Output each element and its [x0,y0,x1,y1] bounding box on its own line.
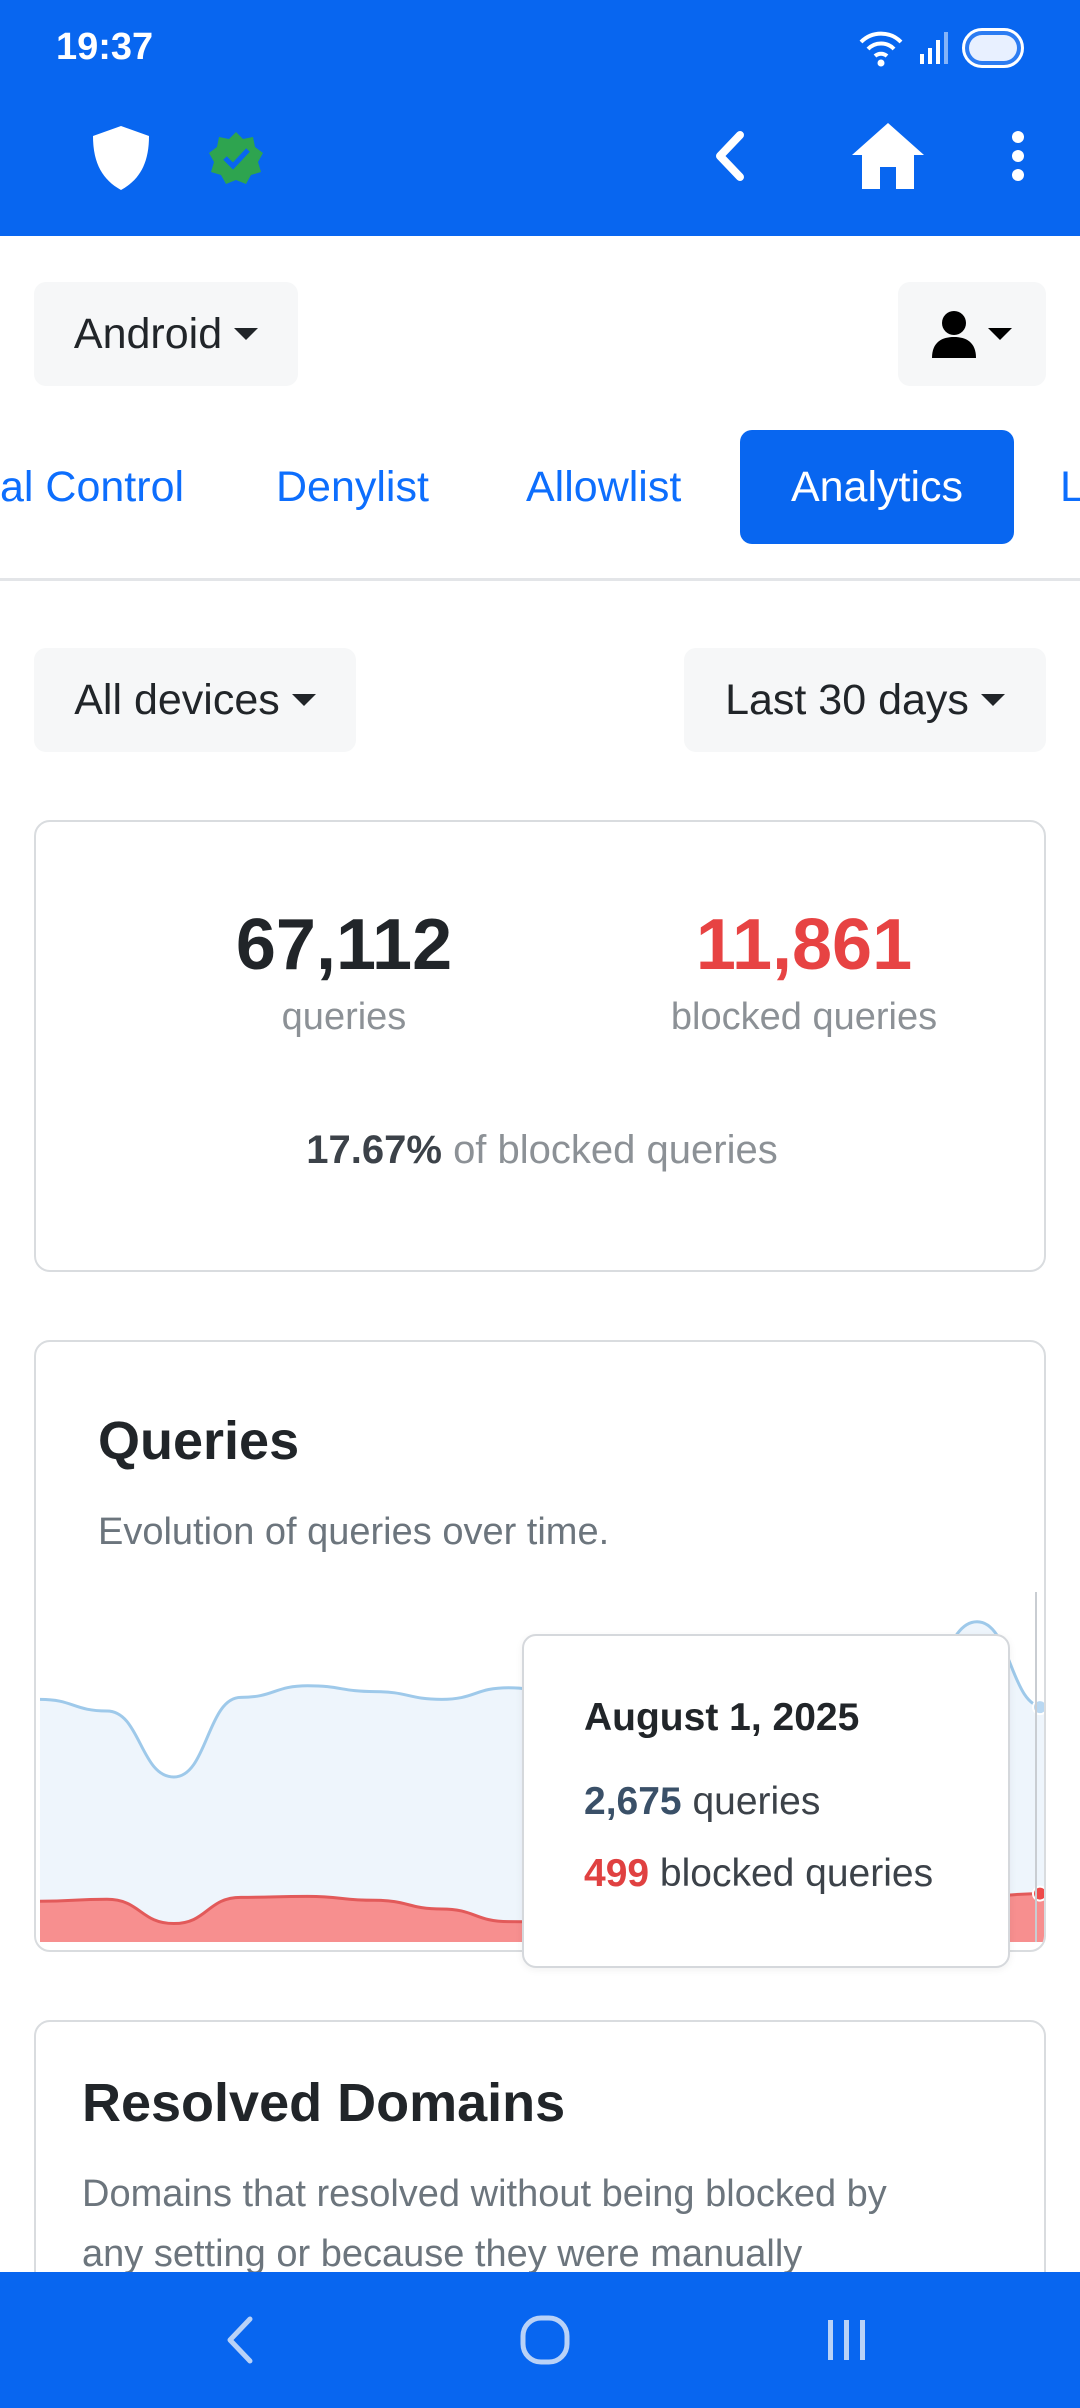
summary-card: 67,112 queries 11,861 blocked queries 17… [34,820,1046,1272]
tooltip-date: August 1, 2025 [584,1696,860,1739]
blocked-percentage: 17.67% of blocked queries [36,1128,1044,1173]
blocked-point [1032,1885,1044,1902]
devices-filter-value: All devices [74,675,280,724]
chevron-down-icon [234,328,259,340]
total-queries: 67,112 [235,905,453,985]
tab-analytics[interactable]: Analytics [740,430,1014,544]
tab-logs[interactable]: L [1060,462,1080,511]
resolved-domains-title: Resolved Domains [82,2073,566,2133]
more-menu-button[interactable] [998,126,1038,186]
tooltip-queries-value: 2,675 [584,1780,682,1823]
tooltip-blocked-label: blocked queries [659,1852,934,1895]
queries-point [1032,1699,1044,1716]
shield-icon[interactable] [86,122,156,194]
profile-select-value: Android [73,309,223,358]
system-nav-bar [0,2272,1080,2408]
nav-back-button[interactable] [200,2272,280,2408]
back-icon [227,2316,253,2364]
tab-divider [0,578,1080,581]
tab-allowlist[interactable]: Allowlist [526,462,682,511]
tab-parental-control[interactable]: al Control [0,462,185,511]
tab-denylist[interactable]: Denylist [276,462,429,511]
tooltip-blocked-value: 499 [584,1852,650,1895]
resolved-domains-subtitle-1: Domains that resolved without being bloc… [82,2173,887,2215]
devices-filter[interactable]: All devices [34,648,356,752]
queries-card-subtitle: Evolution of queries over time. [98,1511,610,1553]
status-time: 19:37 [56,26,154,68]
wifi-icon [859,31,903,67]
home-button[interactable] [846,116,930,194]
period-filter[interactable]: Last 30 days [684,648,1046,752]
user-icon [932,311,976,358]
nav-home-button[interactable] [500,2272,590,2408]
tab-bar: al Control Denylist Allowlist Analytics … [0,430,1080,544]
verified-badge-icon [206,128,266,188]
blocked-queries-label: blocked queries [670,996,938,1038]
blocked-queries: 11,861 [695,905,913,985]
recents-icon [828,2320,865,2360]
back-button[interactable] [700,126,760,186]
blocked-percentage-value: 17.67% [306,1128,442,1172]
profile-select[interactable]: Android [34,282,298,386]
chart-tooltip: August 1, 2025 2,675 queries 499 blocked… [522,1634,1010,1968]
status-icons [858,26,1024,70]
queries-card-title: Queries [98,1411,300,1471]
tooltip-queries-label: queries [692,1780,821,1823]
app-bar: 19:37 [0,0,1080,236]
period-filter-value: Last 30 days [725,675,969,724]
battery-icon [962,28,1024,68]
tooltip-blocked: 499 blocked queries [584,1852,933,1896]
tooltip-queries: 2,675 queries [584,1780,820,1824]
signal-icon [920,32,948,64]
nav-recents-button[interactable] [806,2272,886,2408]
chevron-down-icon [291,694,316,706]
home-circle-icon [520,2315,570,2365]
chevron-down-icon [980,694,1005,706]
total-queries-label: queries [281,996,407,1038]
blocked-percentage-label: of blocked queries [453,1128,778,1172]
chevron-down-icon [988,328,1012,340]
account-menu-button[interactable] [898,282,1046,386]
resolved-domains-subtitle-2: any setting or because they were manuall… [82,2233,803,2275]
